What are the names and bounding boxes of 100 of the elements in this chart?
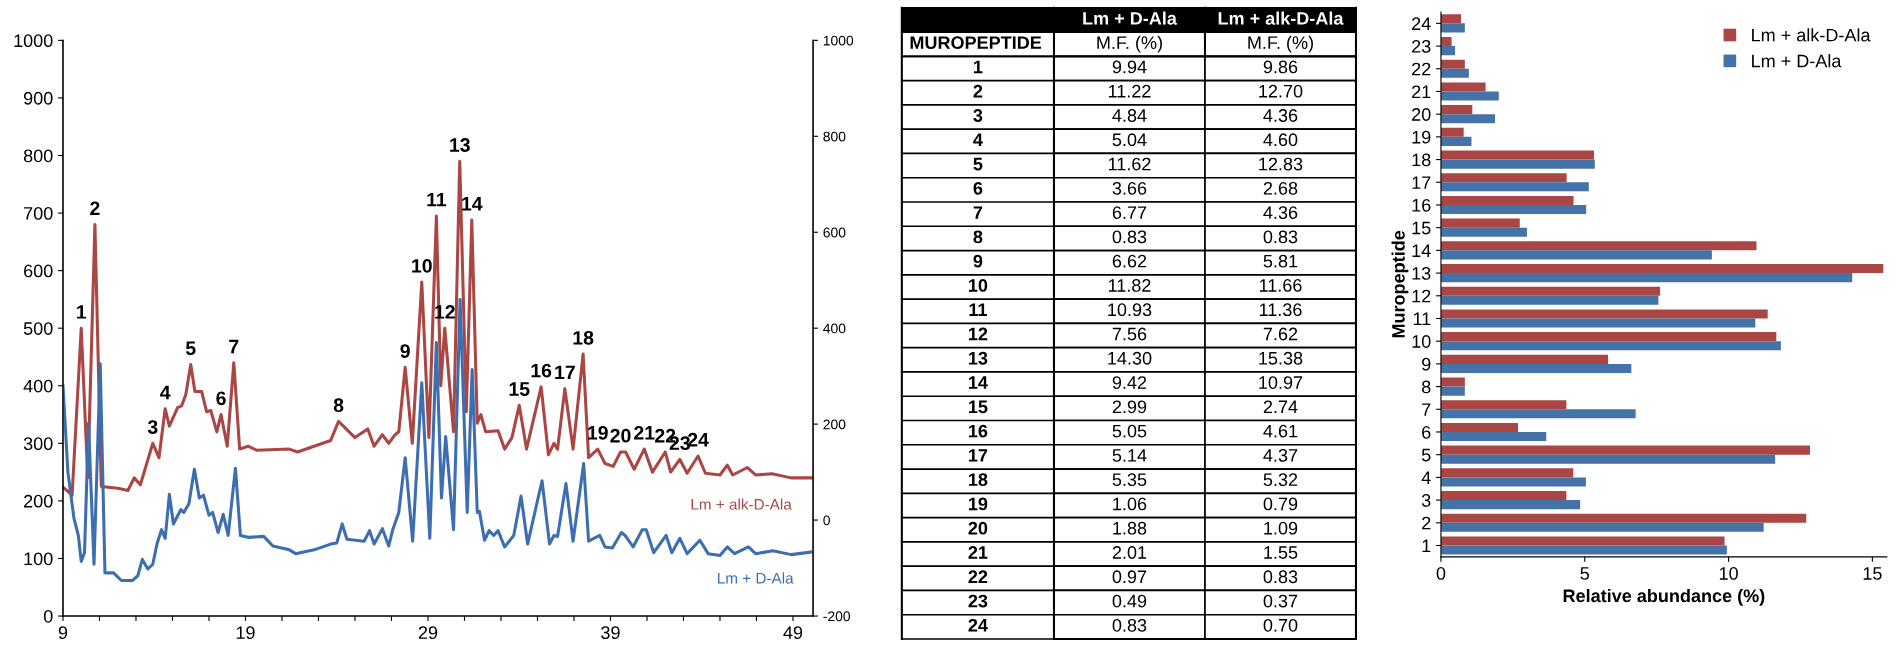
x-tick-label: 15 — [1863, 567, 1882, 580]
y2-tick-label: 800 — [823, 131, 846, 142]
y2-tick-label: -200 — [823, 611, 851, 622]
y-tick-label: 18 — [969, 473, 988, 487]
y-tick-label: 23 — [968, 594, 988, 608]
annotation: 2 — [90, 201, 100, 215]
y-tick-label: 21 — [968, 546, 988, 559]
data-label: 11.66 — [1259, 279, 1302, 292]
data-label: 7.56 — [1112, 327, 1147, 341]
data-label: 7.62 — [1263, 327, 1298, 341]
annotation: 17 — [555, 365, 575, 380]
data-label: 10.93 — [1108, 303, 1152, 317]
data-label: 0.83 — [1112, 230, 1147, 244]
y-tick-label: 11 — [969, 303, 987, 316]
data-label: 3.66 — [1112, 181, 1147, 195]
data-label: 11.82 — [1108, 279, 1151, 292]
annotation: 1 — [77, 305, 87, 319]
data-label: 14.30 — [1108, 351, 1152, 365]
annotation: 24 — [687, 432, 709, 447]
annotation: 4 — [160, 385, 171, 400]
y-tick-label: 6 — [973, 181, 983, 195]
data-label: 5.32 — [1263, 473, 1298, 487]
data-label: 4.36 — [1263, 109, 1298, 122]
y2-tick-label: 1000 — [823, 35, 854, 46]
data-label: 4.37 — [1263, 448, 1298, 462]
y-tick-label: 12 — [1412, 289, 1431, 303]
data-label: 9.86 — [1263, 60, 1298, 74]
y-tick-label: 100 — [24, 552, 53, 566]
data-label: 2.01 — [1112, 546, 1147, 559]
y-tick-label: 14 — [969, 376, 988, 389]
data-label: 0.83 — [1263, 570, 1298, 584]
data-label: 6.77 — [1112, 206, 1147, 219]
x-tick-label: 5 — [1580, 567, 1590, 580]
y-tick-label: 15 — [969, 400, 988, 414]
y-axis-title: Muropeptide — [1391, 230, 1409, 338]
y-tick-label: 22 — [1412, 62, 1431, 76]
data-label: 5.14 — [1112, 449, 1147, 462]
data-label: 1.09 — [1264, 521, 1298, 535]
x-tick-label: 49 — [783, 626, 803, 640]
data-label: 4.36 — [1263, 206, 1298, 219]
y-tick-label: 3 — [973, 109, 983, 122]
annotation: 3 — [147, 420, 158, 434]
annotation: 21 — [634, 425, 655, 440]
y-tick-label: 1 — [974, 60, 983, 74]
y-tick-label: 6 — [1422, 425, 1431, 439]
data-label: 2.99 — [1112, 400, 1147, 414]
y-tick-label: 19 — [1412, 130, 1431, 144]
y-tick-label: 9 — [973, 254, 983, 268]
data-label: 0.79 — [1263, 497, 1298, 511]
data-label: 1.88 — [1113, 521, 1147, 535]
legend-label: Lm + alk-D-Ala — [1752, 28, 1871, 42]
annotation: 8 — [333, 398, 344, 413]
annotation: 9 — [400, 344, 410, 358]
y-tick-label: 400 — [23, 379, 53, 393]
data-label: 1.55 — [1264, 546, 1298, 559]
annotation: 5 — [185, 341, 196, 356]
annotation: 7 — [229, 339, 239, 354]
y-tick-label: 11 — [1413, 312, 1431, 326]
data-label: 0.49 — [1112, 594, 1147, 608]
y-tick-label: 700 — [24, 207, 53, 220]
y2-tick-label: 0 — [823, 515, 830, 526]
data-label: 2.74 — [1263, 400, 1298, 414]
y-tick-label: 3 — [1421, 494, 1431, 507]
y-tick-label: 12 — [969, 327, 988, 341]
annotation: 20 — [610, 428, 631, 443]
data-label: 15.38 — [1259, 351, 1303, 365]
data-label: 2.68 — [1263, 181, 1298, 195]
annotation: 16 — [531, 363, 552, 378]
data-label: 5.81 — [1263, 254, 1298, 268]
data-label: 0.83 — [1263, 230, 1298, 244]
y2-tick-label: 600 — [823, 227, 846, 238]
y-tick-label: 500 — [23, 322, 53, 335]
data-label: 0.37 — [1263, 594, 1298, 608]
x-axis-title: Relative abundance (%) — [1563, 588, 1765, 606]
y-tick-label: 24 — [1412, 17, 1431, 30]
y2-tick-label: 400 — [823, 323, 846, 334]
data-label: 11.36 — [1259, 303, 1302, 317]
y-tick-label: 9 — [1422, 357, 1431, 371]
y-tick-label: 23 — [1412, 39, 1431, 53]
annotation: 15 — [509, 382, 530, 396]
data-label: 11.62 — [1108, 157, 1151, 171]
text: M.F. (%) — [1248, 35, 1313, 53]
y-tick-label: 8 — [973, 230, 983, 244]
y-tick-label: 5 — [1421, 448, 1431, 462]
y-tick-label: 10 — [969, 279, 988, 292]
data-label: 9.94 — [1112, 60, 1147, 74]
y-tick-label: 5 — [973, 157, 983, 171]
x-tick-label: 10 — [1719, 567, 1738, 580]
y-tick-label: 900 — [23, 91, 53, 105]
y-tick-label: 13 — [969, 351, 988, 365]
data-label: 5.05 — [1112, 424, 1147, 438]
annotation: 18 — [573, 330, 594, 345]
data-label: 9.42 — [1112, 376, 1147, 389]
data-label: 4.60 — [1263, 133, 1298, 147]
y-tick-label: 800 — [23, 149, 53, 163]
data-label: 6.62 — [1112, 254, 1147, 268]
x-tick-label: 29 — [418, 626, 438, 640]
y-tick-label: 600 — [24, 264, 53, 278]
annotation: 13 — [450, 138, 470, 152]
y-tick-label: 22 — [968, 570, 988, 583]
